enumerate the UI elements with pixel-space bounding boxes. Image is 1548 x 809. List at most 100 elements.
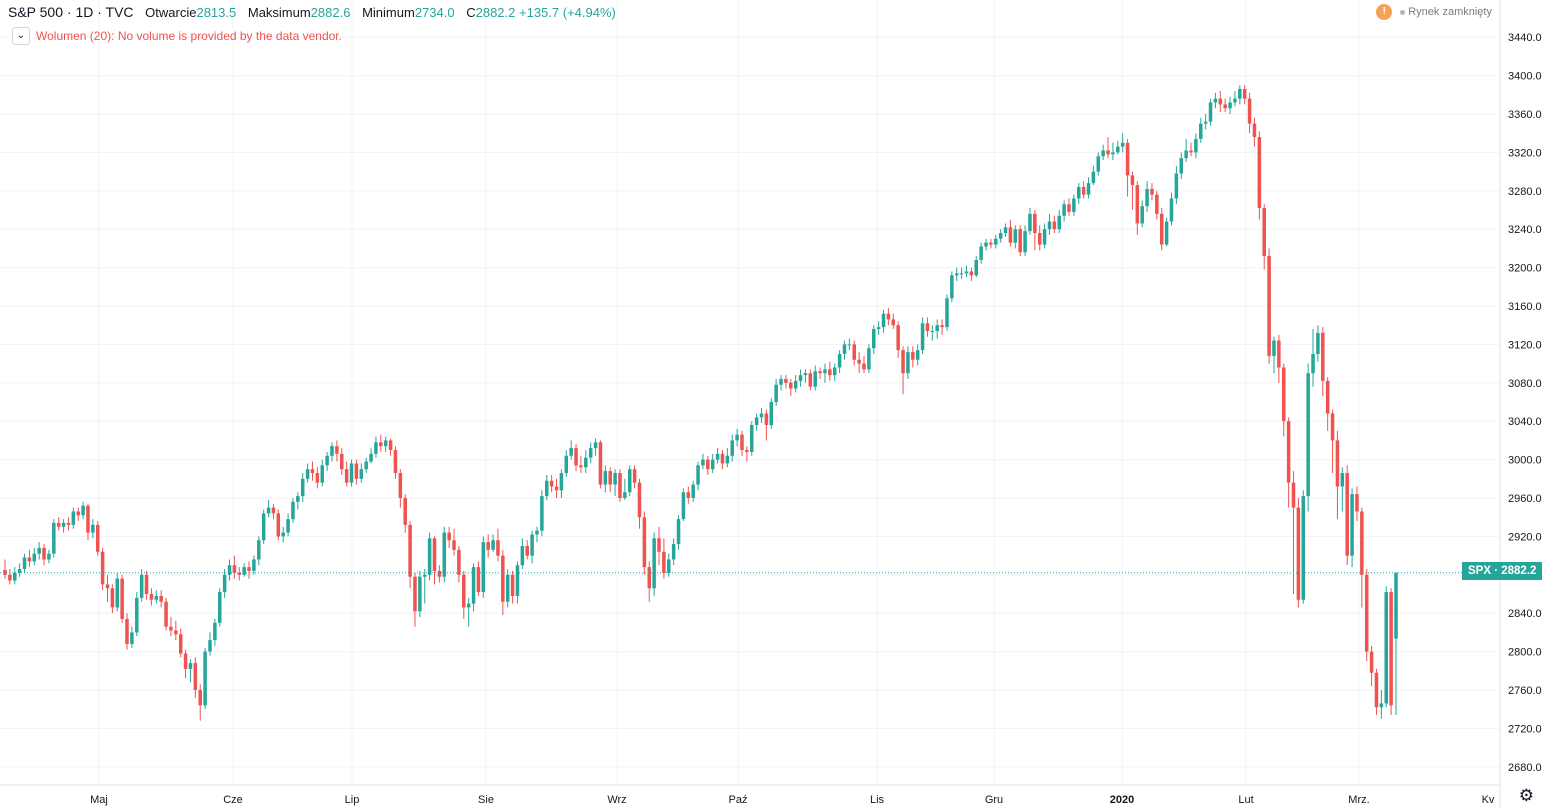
candle-body xyxy=(1203,121,1208,124)
candle-body xyxy=(701,459,705,466)
candle xyxy=(374,436,378,458)
candle xyxy=(798,369,803,387)
candle-body xyxy=(535,530,539,535)
candle xyxy=(749,421,754,456)
candle xyxy=(1052,215,1057,234)
candle-body xyxy=(383,440,388,447)
time-axis[interactable]: Maj Cze Lip Sie Wrz Paź Lis Gru 2020 Lut Mrz. Kv xyxy=(90,794,1495,806)
candle-body xyxy=(769,402,774,426)
candle-body xyxy=(613,473,617,485)
candle xyxy=(818,367,822,379)
candle xyxy=(837,350,842,374)
candle xyxy=(813,365,817,391)
candle-body xyxy=(193,663,198,690)
candle-body xyxy=(452,540,456,550)
candle xyxy=(803,369,808,383)
candle xyxy=(413,572,417,627)
candle xyxy=(1296,498,1301,608)
candle-body xyxy=(1345,473,1349,556)
candle-body xyxy=(1013,229,1018,243)
candle-body xyxy=(764,413,769,426)
candle xyxy=(227,559,232,581)
candle-body xyxy=(1057,215,1061,230)
price-axis[interactable]: 2680.02720.02760.02800.02840.02880.02920… xyxy=(1508,32,1542,774)
candle-body xyxy=(911,352,915,360)
candle xyxy=(735,428,739,447)
candle-body xyxy=(1120,142,1125,147)
warning-icon[interactable]: ! xyxy=(1376,4,1393,20)
candle-body xyxy=(681,492,686,520)
candle-body xyxy=(901,350,905,374)
candle-body xyxy=(789,382,793,389)
candle-body xyxy=(1267,256,1271,356)
candle xyxy=(1169,192,1174,226)
y-tick-label: 3360.0 xyxy=(1508,109,1542,121)
candle xyxy=(1047,213,1052,235)
y-tick-label: 3280.0 xyxy=(1508,186,1542,198)
symbol-title[interactable]: S&P 500 · 1D · TVC xyxy=(8,4,134,20)
candle-body xyxy=(579,465,583,468)
candle-body xyxy=(1272,340,1276,356)
candle-body xyxy=(135,597,139,633)
candle-body xyxy=(491,540,495,550)
candle xyxy=(549,474,554,493)
candle xyxy=(91,519,95,539)
candle-body xyxy=(998,233,1003,239)
candle-body xyxy=(8,574,12,581)
candle-body xyxy=(925,323,930,331)
gear-icon[interactable]: ⚙ xyxy=(1518,786,1534,805)
candle-body xyxy=(325,455,329,466)
candle-body xyxy=(369,453,373,462)
candle xyxy=(1081,181,1086,199)
candle xyxy=(1199,117,1203,143)
candle-body xyxy=(374,442,378,454)
candle-body xyxy=(310,469,315,474)
candle xyxy=(398,469,403,508)
candle xyxy=(652,532,656,596)
candle-body xyxy=(1037,233,1042,245)
candle-body xyxy=(647,567,652,589)
candle-body xyxy=(344,469,349,483)
candle-body xyxy=(1086,183,1091,195)
candle-body xyxy=(105,584,110,589)
candle-body xyxy=(832,367,837,376)
candle xyxy=(789,378,793,397)
candle xyxy=(954,267,959,282)
candle xyxy=(447,526,451,548)
candle-body xyxy=(793,380,798,389)
candle-body xyxy=(779,378,783,385)
candle-body xyxy=(340,453,344,470)
candle-body xyxy=(623,492,627,498)
candle xyxy=(706,455,710,475)
volume-notice: ⌄ Wolumen (20): No volume is provided by… xyxy=(12,27,342,45)
market-status[interactable]: ! Rynek zamknięty xyxy=(1376,4,1492,20)
candle xyxy=(823,363,827,383)
candle-body xyxy=(720,453,725,464)
candle xyxy=(1389,588,1393,715)
candle xyxy=(828,361,832,381)
candle-body xyxy=(935,325,939,331)
candle xyxy=(276,509,281,541)
candle-body xyxy=(515,565,520,596)
candle-body xyxy=(462,574,466,608)
candle-body xyxy=(872,329,876,349)
candle-body xyxy=(852,344,856,360)
candle-body xyxy=(691,484,695,498)
candle-body xyxy=(222,574,227,593)
candle xyxy=(1281,363,1286,437)
symbol-legend[interactable]: S&P 500 · 1D · TVC Otwarcie2813.5 Maksim… xyxy=(8,4,616,20)
candle xyxy=(1164,217,1169,247)
candle xyxy=(974,256,979,278)
candle-body xyxy=(1350,494,1354,556)
candle xyxy=(1345,465,1349,566)
y-tick-label: 3400.0 xyxy=(1508,71,1542,83)
candle-body xyxy=(1130,175,1135,186)
candle-body xyxy=(608,471,612,485)
candle xyxy=(872,325,876,354)
candle-body xyxy=(422,574,427,577)
candle-body xyxy=(437,570,442,577)
candle-body xyxy=(564,455,569,474)
y-tick-label: 3000.0 xyxy=(1508,455,1542,467)
chevron-down-icon[interactable]: ⌄ xyxy=(12,27,30,45)
